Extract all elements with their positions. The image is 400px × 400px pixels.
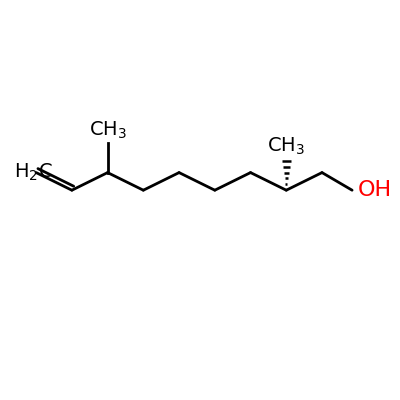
- Text: OH: OH: [358, 180, 392, 200]
- Text: $\mathregular{CH_3}$: $\mathregular{CH_3}$: [267, 136, 305, 157]
- Text: $\mathregular{H_2C}$: $\mathregular{H_2C}$: [14, 162, 52, 183]
- Text: $\mathregular{CH_3}$: $\mathregular{CH_3}$: [88, 120, 127, 141]
